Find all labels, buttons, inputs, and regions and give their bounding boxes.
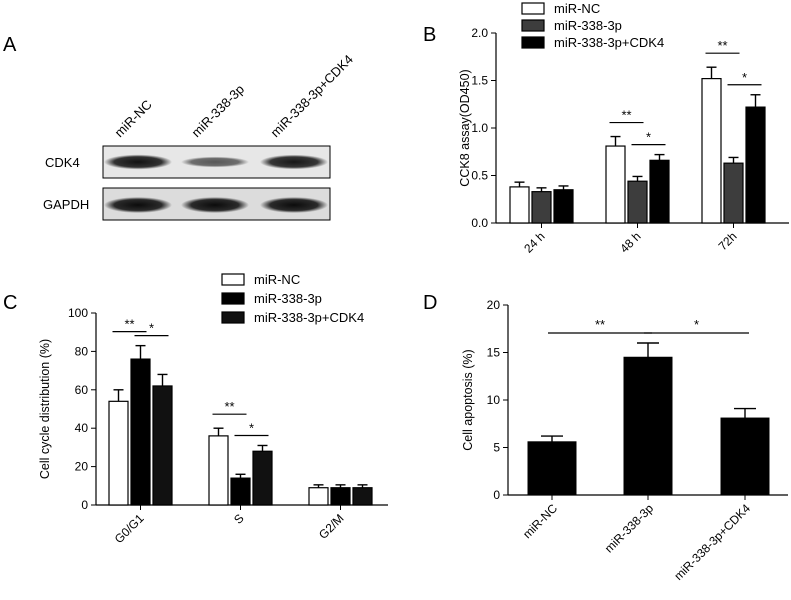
y-tick-label: 80 [75,344,89,358]
bar [649,159,670,224]
legend-label: miR-338-3p [554,18,622,33]
legend-swatch [521,2,545,15]
bar [108,400,129,506]
blot-row-label-cdk4: CDK4 [45,155,80,170]
bar [723,162,744,224]
panel-a-letter: A [3,34,17,56]
blot-band [260,154,328,170]
y-axis-label: Cell apoptosis (%) [461,349,475,450]
blot-band [181,197,249,213]
bar [623,356,673,496]
bar [509,186,530,224]
bar [553,189,574,224]
significance-label: * [742,70,747,85]
significance-label: * [149,321,154,336]
bar [605,145,626,224]
bar [208,435,229,506]
bar [130,358,151,506]
significance-label: ** [717,38,727,53]
bar [745,106,766,224]
significance-label: * [694,317,699,332]
legend-swatch [521,19,545,32]
y-tick-label: 0.0 [471,216,488,230]
bar [308,487,329,506]
y-tick-label: 20 [75,460,89,474]
y-axis-label: CCK8 assay(OD450) [458,69,472,186]
significance-label: * [646,130,651,145]
y-tick-label: 0 [493,488,500,502]
y-axis-label: Cell cycle distribution (%) [38,339,52,479]
panel-c-letter: C [3,292,18,314]
bar [230,477,251,506]
legend-swatch [521,36,545,49]
y-tick-label: 60 [75,383,89,397]
significance-label: ** [621,108,631,123]
legend-label: miR-338-3p+CDK4 [554,35,664,50]
y-tick-label: 10 [487,393,501,407]
blot-band [104,154,172,170]
legend-label: miR-NC [554,1,600,16]
y-tick-label: 100 [68,306,88,320]
y-tick-label: 0.5 [471,169,488,183]
bar [720,417,770,496]
legend-label: miR-NC [254,272,300,287]
bar [252,450,273,506]
bar [531,191,552,224]
blot-band [104,197,172,213]
bar [701,77,722,224]
legend-swatch [221,311,245,324]
significance-label: * [249,420,254,435]
blot-band [181,156,249,168]
legend-swatch [221,273,245,286]
y-tick-label: 2.0 [471,26,488,40]
bar [352,487,373,506]
blot-row-label-gapdh: GAPDH [43,197,89,212]
x-tick-label: miR-338-3p+CDK4 [671,501,753,583]
x-tick-label: miR-338-3p [602,501,656,555]
significance-label: ** [224,399,234,414]
significance-label: ** [595,317,605,332]
y-tick-label: 40 [75,421,89,435]
y-tick-label: 0 [81,498,88,512]
panel-d-letter: D [423,292,438,314]
y-tick-label: 20 [487,298,501,312]
blot-band [260,197,328,213]
significance-label: ** [124,317,134,332]
bar [152,385,173,506]
legend-label: miR-338-3p [254,291,322,306]
legend-swatch [221,292,245,305]
bar [527,441,577,496]
bar [330,487,351,506]
y-tick-label: 1.0 [471,121,488,135]
y-tick-label: 5 [493,441,500,455]
x-tick-label: miR-NC [520,501,560,541]
panel-b-letter: B [423,24,437,46]
bar [627,180,648,224]
y-tick-label: 15 [487,346,501,360]
y-tick-label: 1.5 [471,74,488,88]
legend-label: miR-338-3p+CDK4 [254,310,364,325]
